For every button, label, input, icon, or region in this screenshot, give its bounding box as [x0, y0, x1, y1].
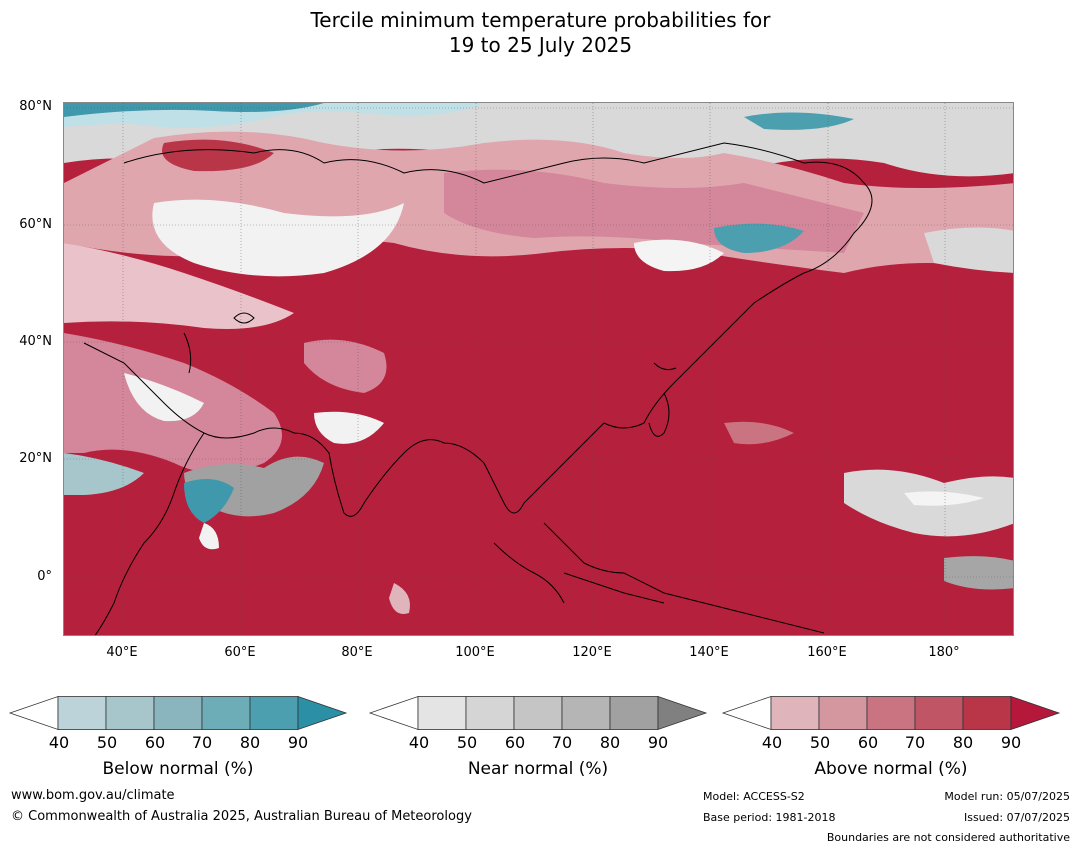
graticule	[64, 103, 1013, 635]
colorbar-segment	[770, 696, 820, 730]
colorbar-above-tick: 80	[952, 733, 974, 752]
lat-label-20n: 20°N	[19, 451, 52, 466]
colorbar-near-normal	[368, 695, 708, 731]
lon-label-180: 180°	[928, 645, 960, 660]
colorbar-below-tick: 80	[239, 733, 261, 752]
colorbar-near-tick: 90	[647, 733, 669, 752]
colorbar-below-tick: 70	[191, 733, 213, 752]
colorbar-extend-high	[297, 695, 348, 731]
issued-text: Issued: 07/07/2025	[963, 811, 1070, 824]
lon-label-100e: 100°E	[455, 645, 495, 660]
colorbar-segment	[609, 696, 659, 730]
colorbar-extend-low	[368, 695, 419, 731]
base-period-text: Base period: 1981-2018	[703, 811, 836, 824]
colorbar-above-tick: 60	[857, 733, 879, 752]
colorbar-above-tick: 40	[761, 733, 783, 752]
colorbar-near-title: Near normal (%)	[467, 759, 609, 779]
colorbar-segment	[866, 696, 916, 730]
colorbar-extend-high	[657, 695, 708, 731]
probability-map-graphic	[64, 103, 1013, 635]
colorbar-segment	[153, 696, 203, 730]
colorbar-segment	[465, 696, 515, 730]
colorbar-near-tick: 50	[456, 733, 478, 752]
colorbar-above-tick: 70	[904, 733, 926, 752]
model-run-text: Model run: 05/07/2025	[944, 790, 1070, 803]
probability-map	[63, 102, 1014, 636]
colorbar-segment	[513, 696, 563, 730]
lat-label-0: 0°	[37, 569, 52, 584]
colorbar-near-tick: 40	[408, 733, 430, 752]
website-text: www.bom.gov.au/climate	[11, 788, 175, 803]
lon-label-80e: 80°E	[341, 645, 373, 660]
map-title: Tercile minimum temperature probabilitie…	[0, 8, 1081, 58]
lon-label-160e: 160°E	[807, 645, 847, 660]
colorbar-segment	[962, 696, 1012, 730]
disclaimer-text: Boundaries are not considered authoritat…	[826, 831, 1070, 844]
colorbar-extend-low	[721, 695, 772, 731]
map-title-line1: Tercile minimum temperature probabilitie…	[310, 8, 771, 32]
colorbar-segment	[818, 696, 868, 730]
colorbar-near-tick: 70	[551, 733, 573, 752]
colorbar-segment	[105, 696, 155, 730]
colorbar-below-normal	[8, 695, 348, 731]
colorbar-segment	[249, 696, 299, 730]
colorbar-segment	[914, 696, 964, 730]
colorbar-near-normal-graphic	[368, 695, 708, 731]
colorbar-above-tick: 50	[809, 733, 831, 752]
lat-label-80n: 80°N	[19, 99, 52, 114]
colorbar-near-tick: 60	[504, 733, 526, 752]
colorbar-above-title: Above normal (%)	[814, 759, 968, 779]
lat-label-60n: 60°N	[19, 217, 52, 232]
colorbar-below-tick: 90	[287, 733, 309, 752]
colorbar-segment	[417, 696, 467, 730]
lon-label-140e: 140°E	[689, 645, 729, 660]
colorbar-below-normal-graphic	[8, 695, 348, 731]
colorbar-segment	[201, 696, 251, 730]
colorbar-below-tick: 60	[144, 733, 166, 752]
colorbar-segment	[561, 696, 611, 730]
model-text: Model: ACCESS-S2	[703, 790, 805, 803]
colorbar-near-tick: 80	[599, 733, 621, 752]
lon-label-40e: 40°E	[106, 645, 138, 660]
colorbar-segment	[57, 696, 107, 730]
copyright-text: © Commonwealth of Australia 2025, Austra…	[11, 809, 472, 824]
colorbar-above-normal	[721, 695, 1061, 731]
lon-label-60e: 60°E	[224, 645, 256, 660]
map-title-line2: 19 to 25 July 2025	[448, 33, 633, 57]
colorbar-above-tick: 90	[1000, 733, 1022, 752]
colorbar-extend-low	[8, 695, 59, 731]
colorbar-above-normal-graphic	[721, 695, 1061, 731]
lon-label-120e: 120°E	[572, 645, 612, 660]
colorbar-below-tick: 40	[48, 733, 70, 752]
colorbar-extend-high	[1010, 695, 1061, 731]
colorbar-below-tick: 50	[96, 733, 118, 752]
lat-label-40n: 40°N	[19, 334, 52, 349]
colorbar-below-title: Below normal (%)	[102, 759, 254, 779]
coastlines	[83, 142, 873, 635]
